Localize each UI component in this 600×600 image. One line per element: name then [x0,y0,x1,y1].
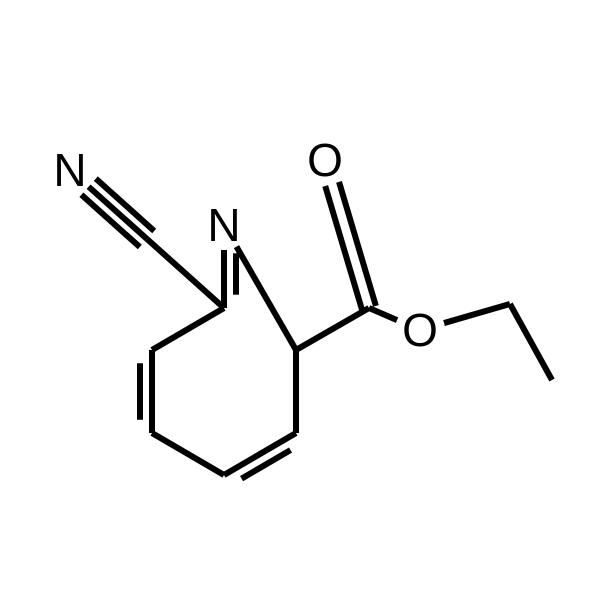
molecule-diagram: N N O O [0,0,600,600]
atom-label-o: O [307,134,343,186]
atom-label-o: O [402,304,438,356]
atom-label-n: N [207,199,240,251]
atom-label-n: N [53,144,86,196]
